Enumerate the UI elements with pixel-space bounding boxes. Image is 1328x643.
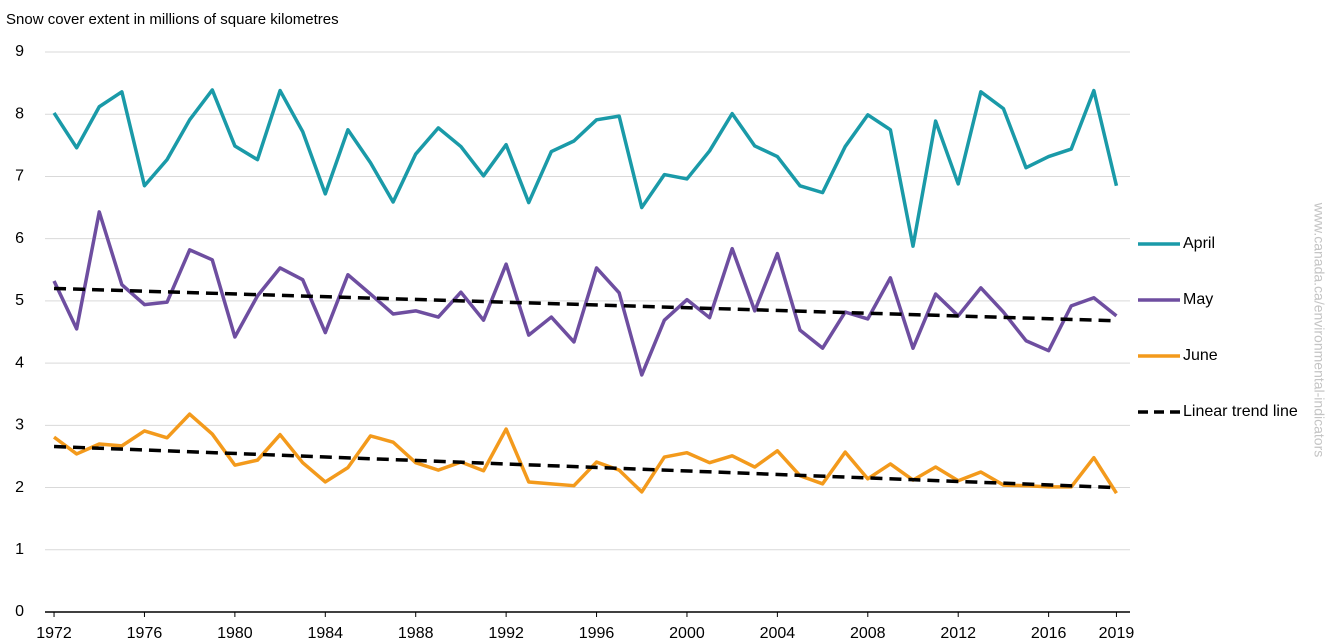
x-tick-label: 1988 [398,625,434,642]
trend-line [53,444,1117,490]
x-tick-label: 2000 [669,625,705,642]
data-line [52,88,1119,248]
y-tick-label: 5 [15,292,24,309]
legend-label: May [1183,291,1213,308]
x-tick-label: 1980 [217,625,253,642]
legend-label: Linear trend line [1183,403,1298,420]
y-tick-label: 7 [15,168,24,185]
legend-label: June [1183,347,1218,364]
x-tick-label: 2019 [1099,625,1135,642]
y-tick-label: 6 [15,230,24,247]
x-tick-label: 1992 [488,625,524,642]
x-tick-label: 2008 [850,625,886,642]
x-tick-label: 2016 [1031,625,1067,642]
x-tick-label: 2004 [760,625,796,642]
trend-line [53,286,1117,323]
x-tick-label: 1984 [307,625,343,642]
y-tick-label: 4 [15,354,24,371]
legend-label: April [1183,235,1215,252]
y-tick-label: 0 [15,603,24,620]
watermark: www.canada.ca/environmental-indicators [1311,202,1327,457]
data-line [52,412,1118,495]
x-tick-label: 1972 [36,625,72,642]
y-tick-label: 3 [15,417,24,434]
x-tick-label: 1996 [579,625,615,642]
y-tick-label: 8 [15,105,24,122]
x-tick-label: 1976 [127,625,163,642]
y-tick-label: 9 [15,43,24,60]
data-line [52,210,1118,377]
x-tick-label: 2012 [940,625,976,642]
y-tick-label: 2 [15,479,24,496]
y-tick-label: 1 [15,541,24,558]
chart-title: Snow cover extent in millions of square … [6,11,339,28]
